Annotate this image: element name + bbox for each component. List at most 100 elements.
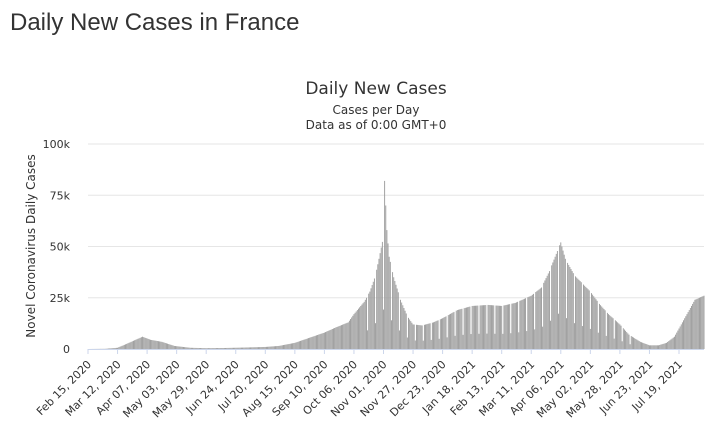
bar (572, 273, 574, 349)
bar (500, 305, 502, 349)
bar (569, 267, 571, 349)
bar (242, 347, 244, 349)
bar (611, 317, 613, 349)
bar (313, 336, 315, 349)
bar (310, 337, 312, 349)
bar (363, 301, 365, 349)
bar (163, 342, 165, 349)
bar (147, 338, 149, 349)
bar (471, 305, 473, 349)
bar (175, 346, 176, 349)
bar (312, 336, 314, 349)
page-title: Daily New Cases in France (10, 9, 300, 36)
bar (353, 314, 355, 349)
bar (587, 289, 589, 349)
bar (331, 329, 333, 349)
bar (533, 293, 534, 349)
bar (594, 297, 596, 349)
bar (389, 261, 391, 349)
bar (227, 347, 229, 349)
bar (417, 324, 419, 349)
bar (243, 347, 245, 349)
bar (193, 347, 195, 349)
bar (390, 320, 392, 349)
bar (647, 344, 649, 349)
bar (251, 347, 253, 349)
bar (488, 305, 490, 349)
bar (446, 337, 448, 349)
bar (302, 340, 304, 349)
bar (554, 256, 556, 349)
bar (159, 341, 161, 349)
bar (268, 346, 270, 349)
bar (653, 345, 655, 349)
bar (183, 346, 184, 349)
bar (318, 334, 320, 349)
bar (185, 347, 187, 349)
bar (125, 344, 126, 349)
bar (493, 305, 495, 349)
bar (342, 324, 344, 349)
bar (606, 312, 608, 349)
bar (271, 346, 273, 349)
bar (273, 346, 275, 349)
bar (426, 324, 428, 349)
bar (317, 334, 319, 349)
bar (638, 341, 640, 349)
bar (511, 303, 513, 349)
bar (314, 335, 316, 349)
bar (388, 256, 390, 349)
bar (356, 310, 358, 349)
bar (188, 347, 190, 349)
bar (429, 323, 431, 349)
bar (602, 307, 604, 349)
bar (144, 337, 146, 349)
bar (681, 322, 683, 349)
bar (126, 343, 128, 349)
bar (526, 331, 528, 349)
bar (547, 273, 549, 349)
bar (663, 343, 665, 349)
bar (387, 243, 389, 349)
bar (219, 348, 221, 349)
bar (447, 315, 449, 349)
bar (506, 304, 508, 349)
bar (186, 347, 188, 349)
bar (279, 345, 281, 349)
bar (345, 323, 347, 349)
bar (247, 347, 249, 349)
bar (140, 337, 142, 349)
bar (566, 318, 567, 349)
bar (466, 307, 467, 349)
bar (687, 312, 689, 349)
bar (380, 247, 382, 349)
bar (514, 302, 516, 349)
bar (192, 347, 194, 349)
bar (142, 336, 144, 349)
bar (348, 320, 350, 349)
bar (604, 310, 606, 349)
bar (553, 259, 555, 349)
bar (623, 329, 625, 349)
bar (516, 302, 517, 349)
bar (625, 330, 627, 349)
bar (530, 295, 532, 349)
bar (226, 347, 228, 349)
bar (267, 346, 269, 349)
bar (165, 343, 167, 349)
bar (548, 271, 550, 349)
bar (381, 241, 383, 349)
bar (327, 331, 329, 349)
bar (334, 327, 336, 349)
bar (238, 347, 240, 349)
bar (464, 307, 466, 349)
bar (263, 346, 265, 349)
bar (301, 340, 303, 349)
bar (612, 318, 614, 349)
bar (428, 323, 430, 349)
bar (365, 297, 367, 349)
bar (437, 320, 439, 349)
bar (463, 308, 465, 349)
bar (205, 348, 207, 349)
bar (281, 345, 283, 349)
